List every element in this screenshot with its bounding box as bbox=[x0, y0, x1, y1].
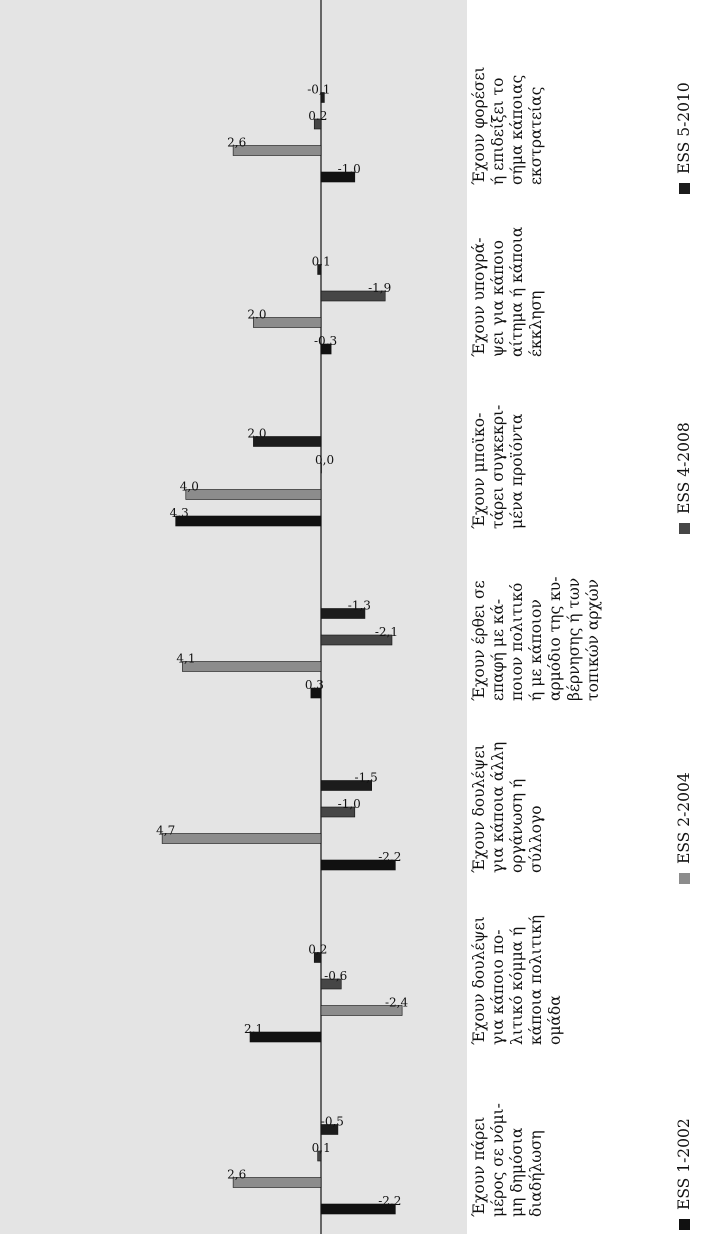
legend-swatch bbox=[678, 873, 690, 884]
bar-7-ess-5-2010 bbox=[320, 92, 325, 103]
bar-3-ess-5-2010 bbox=[320, 780, 373, 791]
plot-area: -2,2 2,6 0,1 -0,5 2,1 -2,4 -0,6 0,2 -2,2 4,7 -1,0 -… bbox=[0, 0, 467, 1234]
bar-7-ess-1-2002 bbox=[320, 171, 356, 183]
bar-value-label: 2,6 bbox=[227, 1168, 246, 1182]
bar-3-ess-2-2004 bbox=[161, 833, 322, 844]
bar-value-label: 0,0 bbox=[315, 453, 334, 467]
legend-swatch bbox=[678, 1219, 690, 1230]
legend-item: ESS 2-2004 bbox=[675, 772, 693, 884]
bar-5-ess-2-2004 bbox=[185, 489, 322, 500]
bar-6-ess-1-2002 bbox=[320, 343, 332, 355]
bar-value-label: 4,7 bbox=[156, 824, 175, 838]
bar-value-label: 2,6 bbox=[227, 136, 246, 150]
legend-label: ESS 1-2002 bbox=[675, 1118, 693, 1210]
bar-4-ess-2-2004 bbox=[182, 661, 322, 672]
bar-5-ess-5-2010 bbox=[253, 436, 322, 447]
bar-value-label: -0,1 bbox=[307, 83, 330, 97]
chart-legend: ESS 1-2002 ESS 2-2004 ESS 4-2008 ESS 5-2010 bbox=[665, 0, 705, 1234]
bar-value-label: 0.2 bbox=[308, 109, 327, 123]
bar-value-label: 0,2 bbox=[308, 943, 327, 957]
bar-value-label: -1,0 bbox=[338, 162, 361, 176]
bar-1-ess-5-2010 bbox=[320, 1124, 339, 1135]
category-labels: Έχουν πάρει μέρος σε νόμι-μη δημόσια διαδή… bbox=[470, 0, 645, 1234]
bar-value-label: -2,1 bbox=[375, 625, 398, 639]
bar-value-label: -1,9 bbox=[368, 281, 391, 295]
bar-7-ess-4-2008 bbox=[313, 118, 322, 130]
bar-1-ess-1-2002 bbox=[320, 1203, 396, 1215]
bar-value-label: 0.1 bbox=[312, 255, 331, 269]
legend-swatch bbox=[678, 183, 690, 194]
legend-label: ESS 5-2010 bbox=[675, 82, 693, 174]
bar-value-label: -0,5 bbox=[321, 1115, 344, 1129]
bar-value-label: -2,2 bbox=[378, 850, 401, 864]
bar-7-ess-2-2004 bbox=[232, 145, 322, 156]
legend-item: ESS 5-2010 bbox=[675, 82, 693, 194]
category-label: Έχουν έρθει σε επαφή με κά-ποιον πολιτικό… bbox=[470, 576, 602, 701]
bar-value-label: 2.0 bbox=[247, 427, 266, 441]
category-label: Έχουν φορέσει ή επιδείξει το σήμα κάποιας ε… bbox=[470, 66, 545, 185]
legend-swatch bbox=[678, 523, 690, 534]
bar-value-label: -2,2 bbox=[378, 1194, 401, 1208]
bar-5-ess-4-2008 bbox=[320, 462, 322, 474]
bar-6-ess-5-2010 bbox=[317, 264, 322, 275]
bar-value-label: 0,1 bbox=[312, 1141, 331, 1155]
bar-value-label: -2,4 bbox=[385, 996, 409, 1010]
bar-3-ess-4-2008 bbox=[320, 806, 356, 818]
bar-2-ess-2-2004 bbox=[320, 1005, 403, 1016]
bar-value-label: 0,3 bbox=[305, 678, 324, 692]
bar-5-ess-1-2002 bbox=[175, 515, 322, 527]
bar-2-ess-5-2010 bbox=[313, 952, 322, 963]
bar-value-label: -1,5 bbox=[355, 771, 378, 785]
legend-label: ESS 2-2004 bbox=[675, 772, 693, 864]
bar-value-label: 4,3 bbox=[170, 506, 189, 520]
bar-value-label: -1,0 bbox=[338, 797, 361, 811]
bar-1-ess-2-2004 bbox=[232, 1177, 322, 1188]
legend-item: ESS 1-2002 bbox=[675, 1118, 693, 1230]
bar-4-ess-1-2002 bbox=[310, 687, 322, 699]
legend-label: ESS 4-2008 bbox=[675, 422, 693, 514]
bar-4-ess-4-2008 bbox=[320, 634, 393, 646]
bar-value-label: 4,0 bbox=[180, 480, 199, 494]
bar-2-ess-1-2002 bbox=[249, 1031, 322, 1043]
bar-3-ess-1-2002 bbox=[320, 859, 396, 871]
bar-4-ess-5-2010 bbox=[320, 608, 366, 619]
bar-value-label: 2.0 bbox=[247, 308, 266, 322]
category-label: Έχουν δουλέψει για κάποιο πο-λιτικό κόμμα… bbox=[470, 914, 564, 1045]
bar-chart: -2,2 2,6 0,1 -0,5 2,1 -2,4 -0,6 0,2 -2,2 4,7 -1,0 -… bbox=[156, 0, 409, 1234]
category-label: Έχουν υπογρά-ψει για κάποιο αίτημα ή κάπο… bbox=[470, 226, 545, 357]
bar-value-label: -1,3 bbox=[348, 599, 371, 613]
bar-value-label: 2,1 bbox=[244, 1022, 263, 1036]
bar-1-ess-4-2008 bbox=[317, 1150, 322, 1162]
category-label: Έχουν μποϊκο-τάρει συγκεκρι-μένα προϊόντ… bbox=[470, 404, 526, 529]
legend-item: ESS 4-2008 bbox=[675, 422, 693, 534]
category-label: Έχουν πάρει μέρος σε νόμι-μη δημόσια διαδή… bbox=[470, 1103, 545, 1217]
bar-value-label: -0,3 bbox=[314, 334, 337, 348]
bar-6-ess-4-2008 bbox=[320, 290, 386, 302]
bar-2-ess-4-2008 bbox=[320, 978, 342, 990]
bar-value-label: -0,6 bbox=[324, 969, 347, 983]
bar-6-ess-2-2004 bbox=[253, 317, 322, 328]
bar-value-label: 4,1 bbox=[176, 652, 195, 666]
